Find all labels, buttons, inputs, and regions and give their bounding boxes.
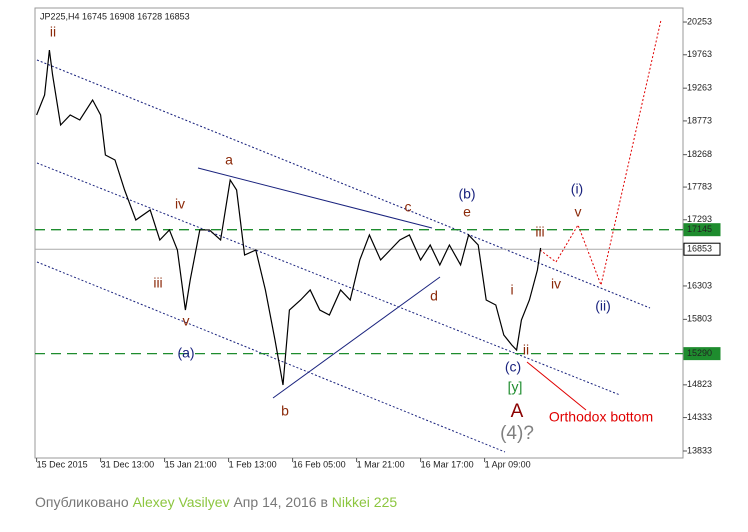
level-box	[683, 347, 721, 361]
level-box	[683, 223, 721, 237]
channel-line	[36, 261, 506, 453]
author-link[interactable]: Alexey Vasilyev	[132, 494, 230, 510]
footer: Опубликовано Alexey Vasilyev Апр 14, 201…	[35, 494, 397, 510]
y-tick-label: 19763	[687, 49, 712, 59]
y-tick-label: 16303	[687, 280, 712, 290]
wave-label: c	[405, 199, 412, 215]
x-tick-label: 16 Mar 17:00	[421, 459, 474, 469]
price-line	[36, 49, 542, 386]
chart: JP225,H4 16745 16908 16728 16853 20253 19…	[34, 7, 721, 469]
wave-label: (ii)	[595, 298, 611, 314]
x-tick-label: 16 Feb 05:00	[293, 459, 346, 469]
y-tick-label: 19263	[687, 83, 712, 93]
channels	[36, 19, 662, 453]
level-label: 16853	[687, 244, 712, 254]
x-tick-label: 1 Apr 09:00	[485, 459, 531, 469]
level-label: 15290	[687, 348, 712, 358]
wave-label: (c)	[505, 359, 521, 375]
x-tick-label: 31 Dec 13:00	[101, 459, 155, 469]
x-tick-label: 15 Dec 2015	[37, 459, 88, 469]
wave-label: ii	[523, 342, 529, 358]
wave-label: Orthodox bottom	[549, 409, 653, 425]
x-tick-label: 1 Mar 21:00	[357, 459, 405, 469]
chart-title: JP225,H4 16745 16908 16728 16853	[40, 11, 190, 21]
wave-label: a	[225, 152, 233, 168]
y-tick-label: 13833	[687, 445, 712, 455]
y-tick-label: 18773	[687, 115, 712, 125]
y-tick-label: 14333	[687, 412, 712, 422]
plot-frame	[34, 7, 684, 459]
wave-label: iii	[153, 275, 162, 291]
y-tick-label: 17783	[687, 181, 712, 191]
y-tick-label: 18268	[687, 149, 712, 159]
wave-label: b	[281, 403, 289, 419]
y-tick-label: 20253	[687, 16, 712, 26]
wave-label: (i)	[571, 181, 583, 197]
wave-label: iv	[175, 196, 185, 212]
level-label: 17145	[687, 224, 712, 234]
x-tick-label: 1 Feb 13:00	[229, 459, 277, 469]
y-tick-label: 15803	[687, 314, 712, 324]
wave-label: d	[430, 288, 438, 304]
projection	[539, 19, 662, 287]
footer-middle: Апр 14, 2016 в	[229, 494, 332, 510]
wave-label: (b)	[458, 186, 475, 202]
level-box	[683, 242, 721, 256]
x-tick-label: 15 Jan 21:00	[165, 459, 217, 469]
wave-label: e	[463, 204, 471, 220]
wave-label: A	[511, 401, 524, 422]
pointer-line	[526, 361, 587, 411]
trend-line	[197, 167, 433, 229]
wave-label: i	[510, 282, 513, 298]
channel-line	[36, 162, 621, 396]
wave-label: v	[183, 313, 190, 329]
wave-label: iii	[535, 224, 544, 240]
trend-line	[272, 276, 441, 399]
wave-label: (a)	[177, 345, 194, 361]
y-tick-label: 14823	[687, 379, 712, 389]
footer-prefix: Опубликовано	[35, 494, 133, 510]
wave-label: ii	[50, 24, 56, 40]
wave-label: v	[575, 204, 582, 220]
y-tick-label: 17293	[687, 214, 712, 224]
wave-label: [y]	[508, 379, 523, 395]
wave-label: iv	[551, 276, 561, 292]
wave-label: (4)?	[500, 423, 534, 444]
instrument-link[interactable]: Nikkei 225	[331, 494, 398, 510]
